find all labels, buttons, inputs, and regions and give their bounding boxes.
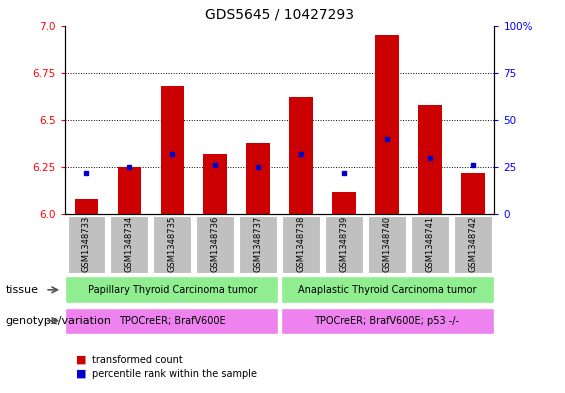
Text: Papillary Thyroid Carcinoma tumor: Papillary Thyroid Carcinoma tumor xyxy=(88,285,257,295)
Text: GSM1348742: GSM1348742 xyxy=(468,216,477,272)
FancyBboxPatch shape xyxy=(411,215,449,273)
Text: tissue: tissue xyxy=(6,285,38,295)
Text: TPOCreER; BrafV600E; p53 -/-: TPOCreER; BrafV600E; p53 -/- xyxy=(315,316,459,326)
FancyBboxPatch shape xyxy=(111,215,148,273)
FancyBboxPatch shape xyxy=(454,215,492,273)
FancyBboxPatch shape xyxy=(68,215,105,273)
Text: GSM1348737: GSM1348737 xyxy=(254,216,263,272)
Text: GSM1348738: GSM1348738 xyxy=(297,216,306,272)
FancyBboxPatch shape xyxy=(65,276,278,303)
Text: transformed count: transformed count xyxy=(92,354,183,365)
Text: GSM1348734: GSM1348734 xyxy=(125,216,134,272)
Text: percentile rank within the sample: percentile rank within the sample xyxy=(92,369,257,379)
FancyBboxPatch shape xyxy=(281,276,494,303)
FancyBboxPatch shape xyxy=(281,308,494,334)
Text: ■: ■ xyxy=(76,369,87,379)
Text: GSM1348735: GSM1348735 xyxy=(168,216,177,272)
Bar xyxy=(461,173,485,214)
Bar xyxy=(289,97,313,214)
Text: Anaplastic Thyroid Carcinoma tumor: Anaplastic Thyroid Carcinoma tumor xyxy=(298,285,476,295)
Text: ■: ■ xyxy=(76,354,87,365)
Bar xyxy=(203,154,227,214)
Text: genotype/variation: genotype/variation xyxy=(6,316,112,326)
Bar xyxy=(418,105,442,214)
FancyBboxPatch shape xyxy=(325,215,363,273)
Text: GSM1348739: GSM1348739 xyxy=(340,216,349,272)
Text: GSM1348741: GSM1348741 xyxy=(425,216,434,272)
Bar xyxy=(332,191,356,214)
FancyBboxPatch shape xyxy=(240,215,277,273)
Bar xyxy=(375,35,399,214)
FancyBboxPatch shape xyxy=(197,215,234,273)
Text: GSM1348740: GSM1348740 xyxy=(383,216,392,272)
FancyBboxPatch shape xyxy=(368,215,406,273)
Bar xyxy=(118,167,141,214)
FancyBboxPatch shape xyxy=(154,215,191,273)
Text: GSM1348736: GSM1348736 xyxy=(211,216,220,272)
Bar xyxy=(75,199,98,214)
Bar xyxy=(160,86,184,214)
Bar xyxy=(246,143,270,214)
FancyBboxPatch shape xyxy=(65,308,278,334)
FancyBboxPatch shape xyxy=(282,215,320,273)
Text: TPOCreER; BrafV600E: TPOCreER; BrafV600E xyxy=(119,316,225,326)
Text: GSM1348733: GSM1348733 xyxy=(82,216,91,272)
Title: GDS5645 / 10427293: GDS5645 / 10427293 xyxy=(205,7,354,22)
